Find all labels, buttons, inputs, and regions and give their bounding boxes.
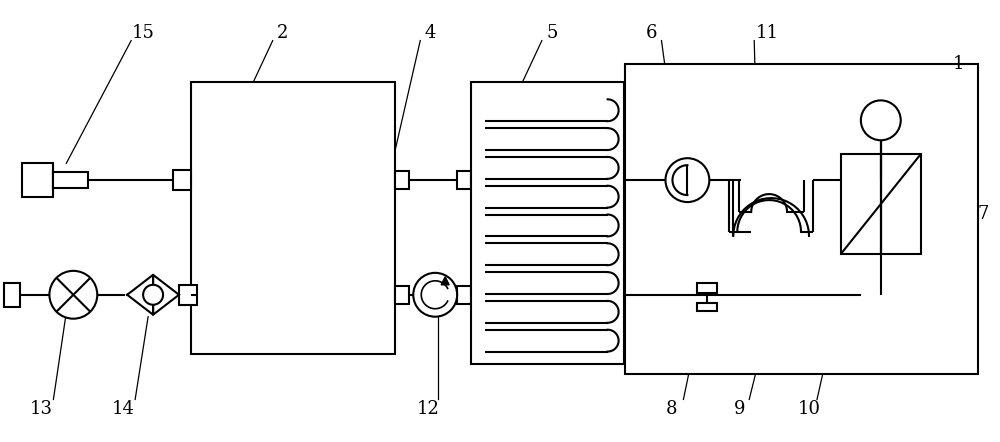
- Text: 13: 13: [30, 400, 53, 419]
- Polygon shape: [127, 275, 153, 315]
- Bar: [395, 286, 409, 304]
- Polygon shape: [153, 275, 179, 315]
- Text: 8: 8: [666, 400, 677, 419]
- Text: 1: 1: [953, 56, 964, 73]
- Bar: [173, 170, 191, 190]
- Text: 2: 2: [277, 23, 288, 42]
- Bar: [841, 154, 921, 254]
- Bar: [191, 83, 395, 354]
- Text: 5: 5: [546, 23, 558, 42]
- Text: 4: 4: [425, 23, 436, 42]
- Text: 7: 7: [978, 205, 989, 223]
- Polygon shape: [441, 277, 449, 285]
- Text: 14: 14: [112, 400, 135, 419]
- Bar: [395, 171, 409, 189]
- Text: 15: 15: [132, 23, 155, 42]
- Circle shape: [49, 271, 97, 319]
- Text: 9: 9: [733, 400, 745, 419]
- Bar: [179, 285, 197, 305]
- Bar: [457, 171, 471, 189]
- Text: 6: 6: [646, 23, 657, 42]
- Text: 10: 10: [798, 400, 821, 419]
- Circle shape: [861, 100, 901, 140]
- Text: 12: 12: [417, 400, 440, 419]
- Bar: [4, 283, 20, 307]
- Bar: [22, 163, 53, 197]
- Circle shape: [143, 285, 163, 305]
- Bar: [625, 65, 978, 373]
- Circle shape: [413, 273, 457, 317]
- Bar: [697, 283, 717, 293]
- Bar: [53, 172, 88, 188]
- Text: 11: 11: [756, 23, 779, 42]
- Circle shape: [665, 158, 709, 202]
- Bar: [457, 286, 471, 304]
- Bar: [697, 303, 717, 311]
- Bar: [471, 83, 624, 364]
